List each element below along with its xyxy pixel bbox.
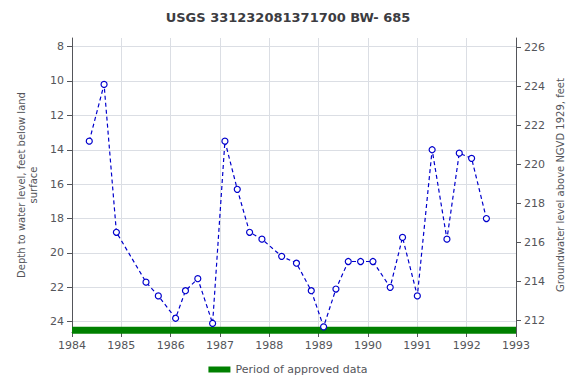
svg-text:222: 222 [524, 119, 545, 132]
svg-text:212: 212 [524, 314, 545, 327]
svg-text:12: 12 [50, 109, 64, 122]
svg-text:1989: 1989 [305, 339, 333, 352]
svg-text:226: 226 [524, 41, 545, 54]
svg-text:216: 216 [524, 236, 545, 249]
svg-text:surface: surface [28, 167, 39, 204]
svg-text:Depth to water level, feet bel: Depth to water level, feet below land [16, 92, 27, 278]
svg-text:1984: 1984 [58, 339, 86, 352]
svg-text:1987: 1987 [206, 339, 234, 352]
svg-text:20: 20 [50, 246, 64, 259]
svg-text:1988: 1988 [255, 339, 283, 352]
svg-text:1990: 1990 [354, 339, 382, 352]
svg-text:1986: 1986 [157, 339, 185, 352]
svg-text:Period of approved data: Period of approved data [235, 363, 367, 376]
svg-text:10: 10 [50, 74, 64, 87]
svg-text:1992: 1992 [453, 339, 481, 352]
svg-text:16: 16 [50, 178, 64, 191]
svg-text:22: 22 [50, 281, 64, 294]
svg-text:214: 214 [524, 275, 545, 288]
svg-text:1985: 1985 [107, 339, 135, 352]
svg-text:1991: 1991 [403, 339, 431, 352]
svg-text:Groundwater level above NGVD 1: Groundwater level above NGVD 1929, feet [555, 78, 566, 292]
svg-text:218: 218 [524, 197, 545, 210]
svg-text:220: 220 [524, 158, 545, 171]
svg-text:1993: 1993 [502, 339, 530, 352]
svg-text:14: 14 [50, 143, 64, 156]
svg-text:USGS 331232081371700 BW- 685: USGS 331232081371700 BW- 685 [166, 10, 411, 25]
svg-text:8: 8 [57, 40, 64, 53]
svg-text:24: 24 [50, 315, 64, 328]
svg-text:224: 224 [524, 80, 545, 93]
svg-text:18: 18 [50, 212, 64, 225]
